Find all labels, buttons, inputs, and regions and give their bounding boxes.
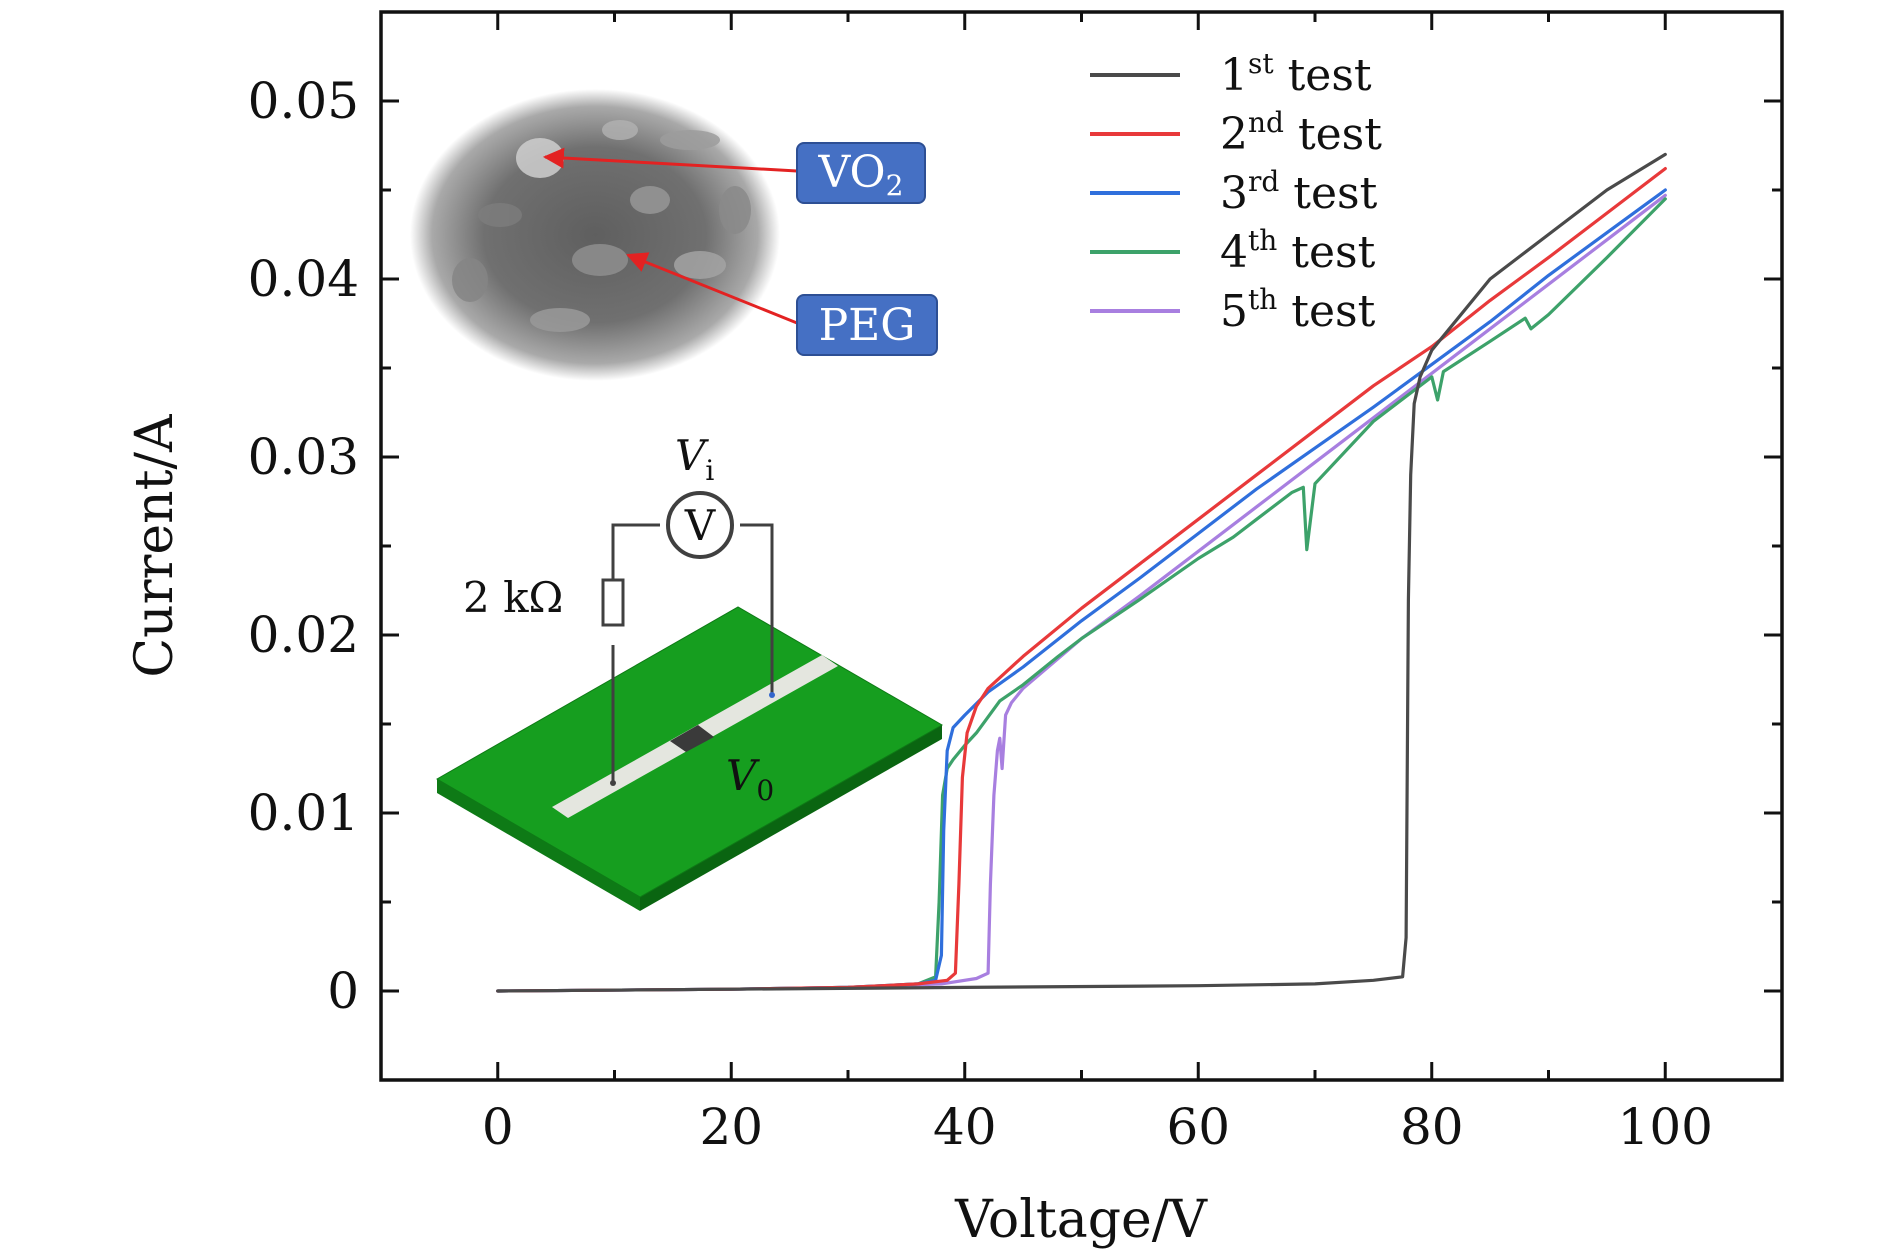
series-line-1 [496,152,1667,993]
x-tick-label: 20 [699,1098,763,1156]
x-tick-label: 100 [1618,1098,1713,1156]
callout-peg-box [796,294,938,356]
substrate-side-right [640,725,942,911]
callout-peg: PEG [626,252,938,356]
series-line-5 [496,193,1667,993]
circuit-wire-top [611,523,774,695]
y-tick-label: 0.03 [248,428,359,486]
voltmeter-symbol-label: V [684,501,716,550]
axis-tick-labels: 0 20 40 60 80 100 0 0.01 0.02 0.03 0.04 0.05 [248,72,1713,1156]
probe-right [769,692,775,698]
vo2-film [670,725,714,752]
y-tick-label: 0.05 [248,72,359,130]
callout-peg-arrow [626,252,798,325]
axis-ticks [381,12,1782,1080]
substrate-side-front [437,779,640,911]
x-tick-label: 40 [933,1098,997,1156]
sem-micrograph-inset [410,89,780,381]
legend-label-3: 3rd test [1220,165,1378,219]
legend-label-2: 2nd test [1220,106,1382,160]
device-schematic-inset: V Vi 2 kΩ V0 [435,431,944,911]
x-axis-title: Voltage/V [954,1190,1208,1250]
v0-label: V0 [726,751,774,807]
voltmeter-symbol [666,491,734,559]
x-tick-label: 0 [482,1098,514,1156]
callout-vo2-box [796,142,926,204]
callout-vo2-label: VO2 [818,147,904,202]
data-series [496,152,1667,993]
substrate-top [435,606,944,898]
callout-peg-label: PEG [819,300,916,351]
vi-label: Vi [675,431,714,487]
x-tick-label: 80 [1400,1098,1464,1156]
sem-image [410,89,780,381]
x-tick-label: 60 [1166,1098,1230,1156]
resistor-label: 2 kΩ [463,573,563,622]
series-line-2 [496,167,1667,993]
legend-label-4: 4th test [1220,224,1376,278]
legend-label-1: 1st test [1220,47,1372,101]
legend-label-5: 5th test [1220,283,1376,337]
y-axis-title: Current/A [125,413,185,678]
series-line-4 [496,197,1667,993]
probe-left [610,780,616,786]
callout-vo2-arrow [542,147,798,173]
y-tick-label: 0.01 [248,784,359,842]
resistor-symbol [601,578,625,627]
y-tick-label: 0.02 [248,606,359,664]
callout-vo2: VO2 [542,142,926,204]
y-tick-label: 0.04 [248,250,359,308]
y-tick-label: 0 [327,962,359,1020]
